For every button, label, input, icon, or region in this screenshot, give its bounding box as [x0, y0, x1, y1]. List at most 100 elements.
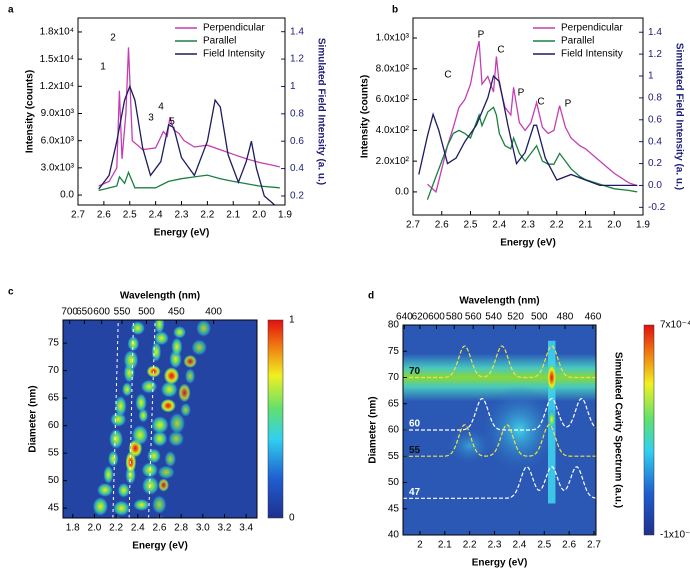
x-axis-label: Energy (eV): [472, 558, 528, 569]
heatmap-blob: [108, 428, 124, 450]
x-tick-label: 2.1: [226, 210, 240, 221]
y-tick-label: 6.0x10³: [41, 135, 75, 146]
legend-label: Parallel: [561, 36, 594, 47]
x-tick-label: 2.3: [521, 220, 535, 231]
y-tick-label: 45: [388, 503, 400, 514]
x-tick-label: 2.1: [438, 540, 452, 551]
peak-annotation: C: [537, 97, 544, 108]
heatmap-blob: [107, 450, 119, 468]
peak-annotation: P: [565, 99, 572, 110]
colorbar-tick-label: 1: [289, 315, 295, 326]
heatmap-blob: [168, 412, 186, 435]
y-tick-label: 1.0x10³: [376, 33, 410, 44]
legend-label: Field Intensity: [561, 49, 623, 60]
colorbar-tick-label: 7x10⁻⁴: [660, 320, 690, 331]
heatmap-blob: [151, 415, 169, 435]
plot-frame: [77, 17, 286, 206]
y2-tick-label: 1: [648, 71, 654, 82]
heatmap-blob: [146, 448, 162, 464]
legend-label: Field Intensity: [203, 49, 265, 60]
heatmap-blob: [151, 494, 167, 515]
x-tick-label: 2.3: [488, 540, 502, 551]
heatmap-blob: [92, 496, 109, 517]
x-tick-label: 2.7: [406, 220, 420, 231]
x2-tick-label: 580: [446, 312, 463, 323]
x2-tick-label: 700: [61, 307, 78, 318]
y2-tick-label: 0.6: [290, 136, 304, 147]
x2-tick-label: 540: [485, 312, 502, 323]
curve-label: 70: [409, 366, 421, 377]
y2-tick-label: 0.8: [648, 93, 662, 104]
simulated-curve: [403, 397, 596, 431]
x-tick-label: 2.6: [153, 523, 167, 534]
heatmap-blob: [151, 341, 162, 363]
heatmap-blob: [160, 398, 176, 413]
heatmap-blob: [157, 465, 175, 480]
series-line: [98, 170, 280, 192]
x-tick-label: 2.6: [562, 540, 576, 551]
panel-label: b: [392, 5, 398, 16]
y-axis-label: Diameter (nm): [368, 396, 379, 463]
y-tick-label: 1.8x10⁴: [40, 27, 74, 38]
y-tick-label: 6.0x10²: [376, 94, 410, 105]
x2-tick-label: 460: [585, 312, 602, 323]
y2-tick-label: 1: [290, 81, 296, 92]
x-tick-label: 2.4: [149, 210, 163, 221]
panel-label: d: [368, 291, 374, 302]
x-axis-label: Energy (eV): [132, 541, 188, 552]
colorbar: [643, 324, 655, 536]
y-tick-label: 50: [48, 475, 60, 486]
x-axis-label: Energy (eV): [154, 228, 210, 239]
colorbar-tick-label: 0: [289, 513, 295, 524]
heatmap-blob: [163, 367, 180, 385]
colorbar: [267, 319, 284, 519]
heatmap-blob: [153, 330, 170, 346]
panel-label: a: [8, 5, 14, 16]
x-tick-label: 2.4: [131, 523, 145, 534]
heatmap-blob: [112, 500, 131, 517]
x-tick-label: 2.0: [607, 220, 621, 231]
y-axis-label: Intensity (counts): [25, 70, 36, 153]
simulated-curve: [403, 424, 596, 457]
peak-annotation: 2: [110, 33, 116, 44]
y2-tick-label: 0.4: [290, 163, 304, 174]
x-tick-label: 2.2: [109, 523, 123, 534]
heatmap-blob: [96, 482, 114, 498]
legend-label: Perpendicular: [203, 23, 265, 34]
x-tick-label: 2.2: [550, 220, 564, 231]
cavity-glow: [444, 425, 495, 466]
simulated-curve: [403, 345, 596, 379]
heatmap-blob: [130, 321, 146, 336]
y2-tick-label: 0.0: [648, 180, 662, 191]
curve-label: 60: [409, 419, 421, 430]
heatmap-blob: [160, 381, 179, 398]
simulated-curve: [403, 466, 596, 499]
x-tick-label: 3.2: [218, 523, 232, 534]
y2-tick-label: 1.4: [648, 27, 662, 38]
heatmap-blob: [131, 424, 149, 446]
heatmap-blob: [183, 354, 197, 368]
x2-axis-label: Wavelength (nm): [120, 291, 200, 302]
curve-label: 47: [409, 487, 421, 498]
x2-tick-label: 600: [428, 312, 445, 323]
x-tick-label: 2.3: [175, 210, 189, 221]
x-tick-label: 2.6: [97, 210, 111, 221]
x-tick-label: 2.8: [174, 523, 188, 534]
legend-label: Parallel: [203, 36, 236, 47]
colorbar-label: Simulated Cavity Spectrum (a.u.): [612, 352, 623, 508]
y-tick-label: 70: [48, 365, 60, 376]
y-tick-label: 55: [48, 448, 60, 459]
heatmap-blob: [191, 339, 208, 356]
x-tick-label: 1.9: [278, 210, 292, 221]
plot-area: [418, 40, 638, 200]
x2-tick-label: 550: [114, 307, 131, 318]
peak-annotation: C: [497, 45, 504, 56]
peak-annotation: C: [444, 70, 451, 81]
plot-area: [98, 47, 280, 205]
plot-frame: [62, 319, 258, 519]
y-tick-label: 2.0x10²: [376, 156, 410, 167]
panel-label: c: [8, 287, 14, 298]
heatmap-blob: [154, 320, 165, 335]
x2-tick-label: 650: [76, 307, 93, 318]
